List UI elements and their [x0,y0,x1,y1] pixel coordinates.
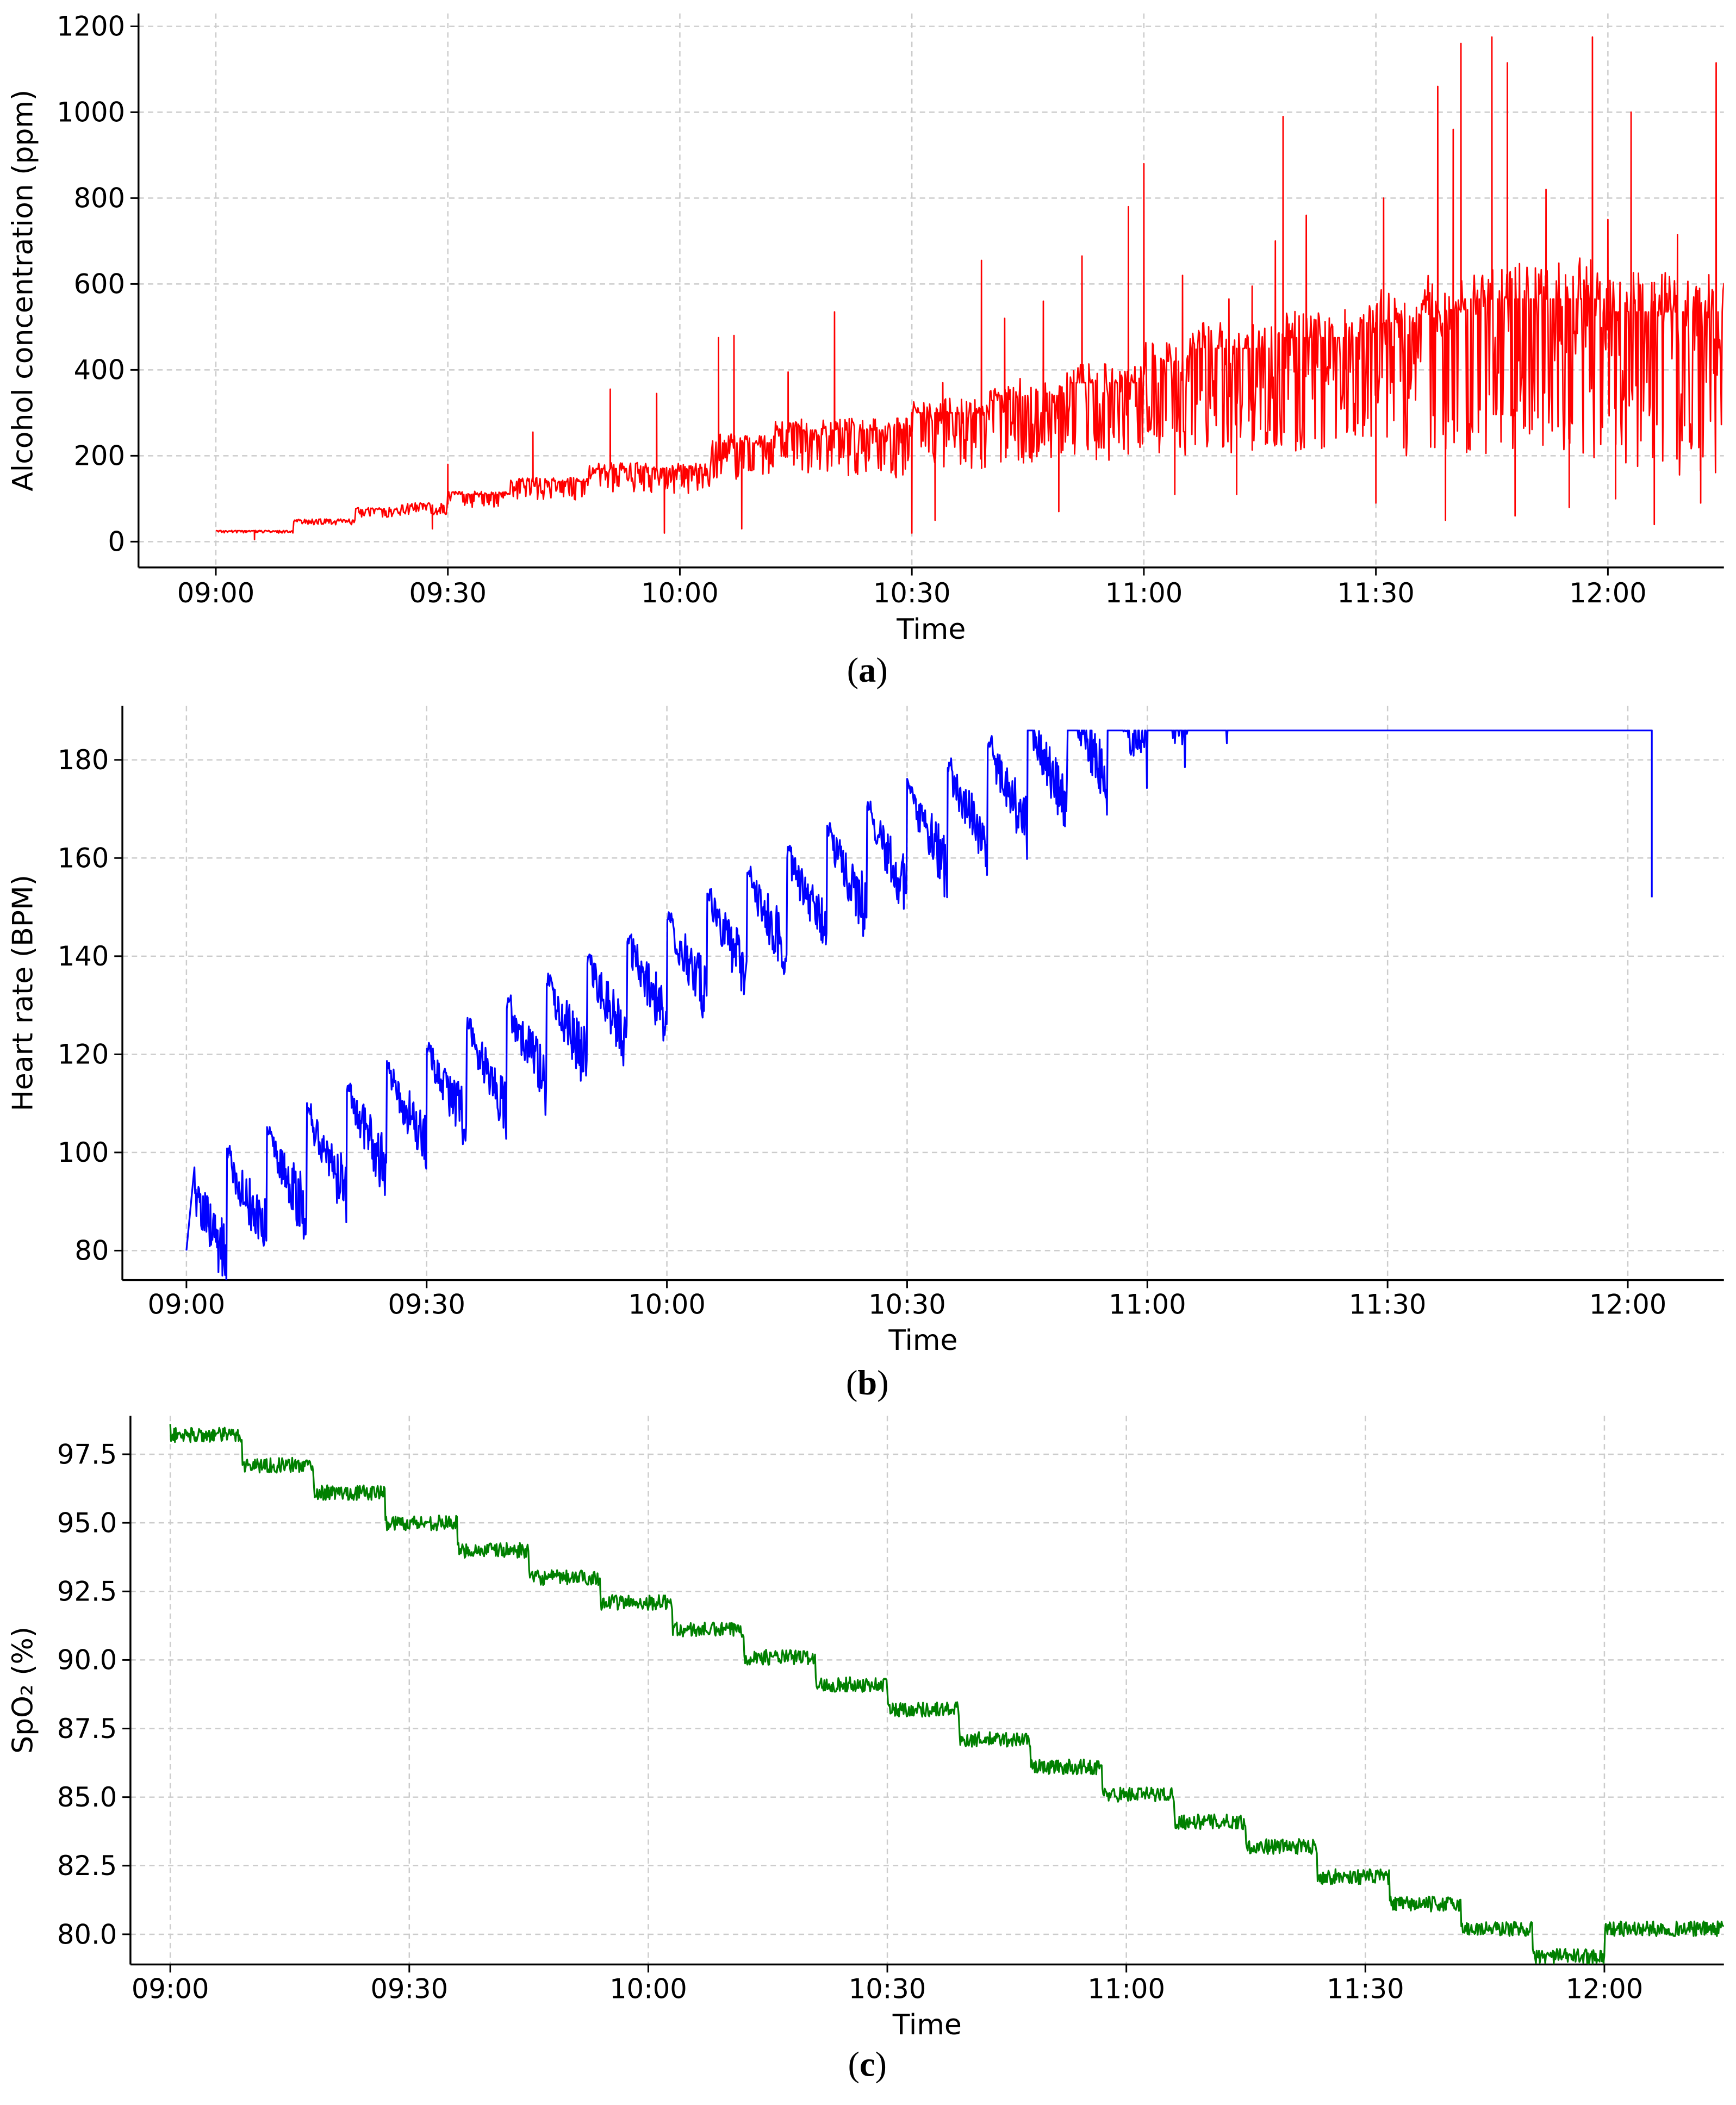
x-tick-label: 09:30 [388,1288,465,1320]
x-tick-label: 09:30 [371,1973,449,2004]
x-axis-label: Time [888,1324,957,1357]
caption-letter: a [858,651,876,689]
y-tick-label: 95.0 [57,1507,117,1539]
y-tick-label: 140 [58,941,109,972]
y-tick-label: 87.5 [57,1713,117,1745]
caption-letter: b [857,1363,877,1402]
x-tick-label: 11:00 [1109,1288,1186,1320]
y-tick-label: 180 [58,744,109,776]
y-axis-label: Heart rate (BPM) [7,875,39,1111]
caption-letter: c [860,2045,875,2084]
x-tick-label: 09:00 [177,577,255,609]
x-tick-label: 09:30 [409,577,487,609]
x-tick-label: 11:30 [1327,1973,1404,2004]
y-axis-label: SpO₂ (%) [7,1627,39,1754]
x-tick-label: 10:00 [628,1288,706,1320]
x-tick-label: 11:30 [1349,1288,1427,1320]
x-tick-label: 11:00 [1105,577,1183,609]
y-tick-label: 1200 [57,11,125,42]
series-line [169,1424,1724,1965]
y-tick-label: 160 [58,843,109,874]
x-tick-label: 10:00 [641,577,719,609]
series-line [185,729,1653,1280]
y-tick-label: 200 [74,440,125,472]
y-tick-label: 0 [108,526,125,558]
caption-open: ( [847,651,858,689]
caption-close: ) [877,1363,888,1402]
series-line [215,36,1724,540]
figure-root: 09:00 09:30 10:00 10:30 11:00 11:30 12:00 0 200 4… [7,11,1724,2084]
y-tick-label: 800 [74,183,125,214]
x-tick-label: 09:00 [148,1288,226,1320]
x-tick-label: 12:00 [1566,1973,1644,2004]
y-tick-label: 97.5 [57,1438,117,1470]
panel-caption: (c) [848,2045,887,2084]
y-tick-label: 1000 [57,97,125,128]
x-tick-label: 10:00 [609,1973,687,2004]
caption-open: ( [848,2045,860,2084]
caption-close: ) [875,2045,887,2084]
x-tick-label: 11:30 [1337,577,1415,609]
panel-caption: (b) [846,1363,889,1402]
y-tick-label: 100 [58,1137,109,1168]
x-tick-label: 10:30 [873,577,951,609]
x-axis-label: Time [896,613,966,646]
x-tick-label: 10:30 [849,1973,926,2004]
y-tick-label: 80.0 [57,1919,117,1950]
y-tick-label: 92.5 [57,1576,117,1608]
x-tick-label: 11:00 [1087,1973,1165,2004]
y-tick-label: 90.0 [57,1645,117,1676]
y-tick-label: 82.5 [57,1850,117,1882]
y-tick-label: 400 [74,354,125,386]
x-tick-label: 10:30 [868,1288,946,1320]
panel-caption: (a) [847,651,888,689]
caption-open: ( [846,1363,857,1402]
chart-panel-a: 09:00 09:30 10:00 10:30 11:00 11:30 12:00 0 200 4… [7,11,1724,689]
y-tick-label: 80 [74,1235,109,1267]
chart-panel-c: 09:00 09:30 10:00 10:30 11:00 11:30 12:00 80.0 8… [7,1416,1724,2084]
y-tick-label: 120 [58,1039,109,1070]
y-tick-label: 85.0 [57,1782,117,1813]
x-tick-label: 12:00 [1589,1288,1667,1320]
y-axis-label: Alcohol concentration (ppm) [7,90,39,491]
x-tick-label: 09:00 [132,1973,209,2004]
y-tick-label: 600 [74,269,125,300]
x-tick-label: 12:00 [1569,577,1647,609]
caption-close: ) [876,651,887,689]
chart-panel-b: 09:00 09:30 10:00 10:30 11:00 11:30 12:00 80 100… [7,706,1724,1402]
x-axis-label: Time [892,2009,962,2041]
